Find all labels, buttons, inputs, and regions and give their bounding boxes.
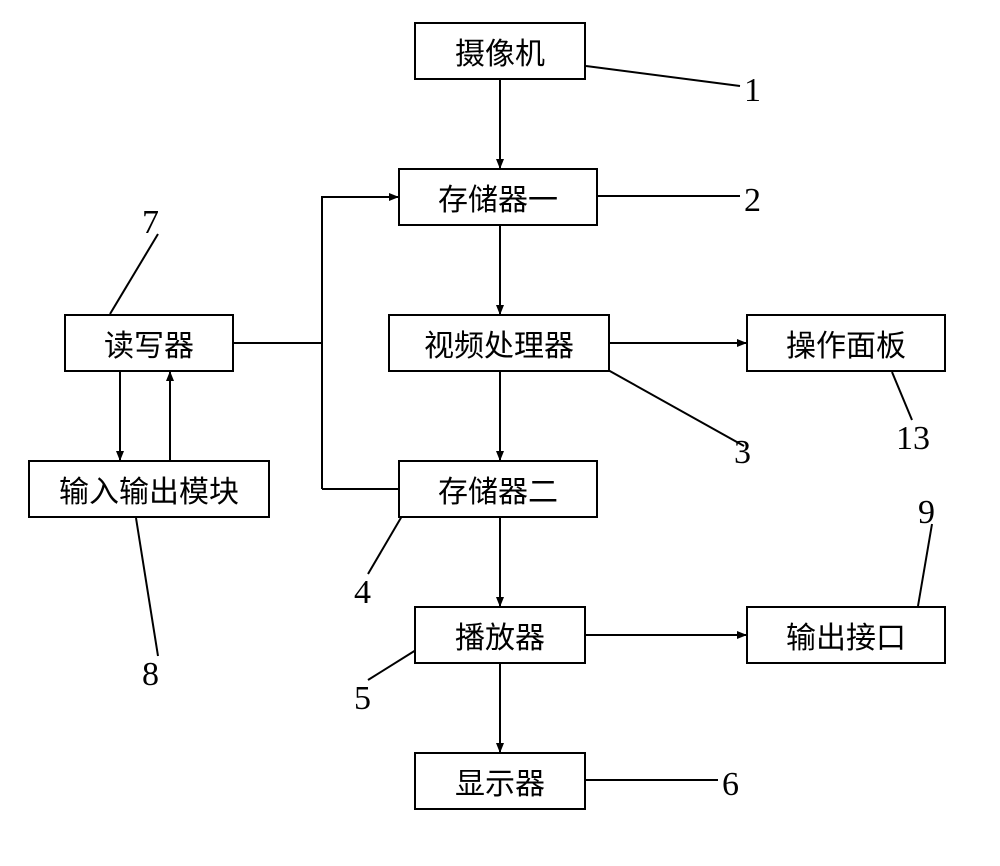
- node-label: 输入输出模块: [59, 467, 239, 511]
- number-label: 9: [918, 494, 935, 532]
- node-display: 显示器: [414, 752, 586, 810]
- node-op_panel: 操作面板: [746, 314, 946, 372]
- number-label: 7: [142, 204, 159, 242]
- edges-svg: [0, 0, 1000, 866]
- leader-line: [368, 650, 416, 680]
- leader-line: [608, 370, 744, 446]
- node-player: 播放器: [414, 606, 586, 664]
- node-label: 操作面板: [786, 321, 906, 365]
- node-label: 播放器: [455, 613, 545, 657]
- node-label: 视频处理器: [424, 321, 574, 365]
- node-io_module: 输入输出模块: [28, 460, 270, 518]
- node-camera: 摄像机: [414, 22, 586, 80]
- node-label: 存储器一: [438, 175, 558, 219]
- leader-line: [918, 524, 932, 606]
- node-label: 显示器: [455, 759, 545, 803]
- number-label: 1: [744, 72, 761, 110]
- node-reader: 读写器: [64, 314, 234, 372]
- number-label: 3: [734, 434, 751, 472]
- node-label: 输出接口: [786, 613, 906, 657]
- leader-line: [586, 66, 740, 86]
- number-label: 5: [354, 680, 371, 718]
- leader-line: [892, 372, 912, 420]
- number-label: 2: [744, 182, 761, 220]
- number-label: 4: [354, 574, 371, 612]
- node-video_proc: 视频处理器: [388, 314, 610, 372]
- flowchart-canvas: 摄像机存储器一视频处理器存储器二播放器显示器读写器输入输出模块操作面板输出接口 …: [0, 0, 1000, 866]
- number-label: 13: [896, 420, 930, 458]
- node-label: 摄像机: [455, 29, 545, 73]
- leader-line: [136, 518, 158, 656]
- poly-edge: [322, 197, 398, 489]
- leader-line: [368, 516, 402, 574]
- node-storage1: 存储器一: [398, 168, 598, 226]
- number-label: 8: [142, 656, 159, 694]
- leader-line: [110, 234, 158, 314]
- number-label: 6: [722, 766, 739, 804]
- node-label: 读写器: [104, 321, 194, 365]
- node-label: 存储器二: [438, 467, 558, 511]
- node-out_port: 输出接口: [746, 606, 946, 664]
- node-storage2: 存储器二: [398, 460, 598, 518]
